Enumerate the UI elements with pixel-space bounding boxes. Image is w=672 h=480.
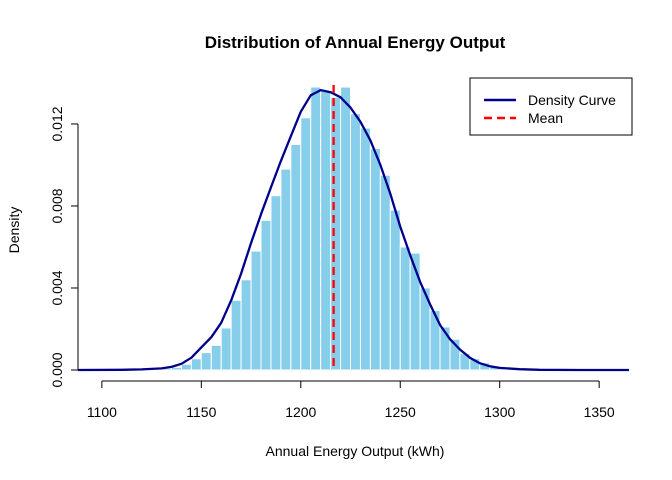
- histogram-bar: [300, 117, 312, 371]
- histogram-bar: [379, 174, 391, 371]
- y-tick-label: 0.012: [49, 106, 65, 141]
- density-curve-line: [77, 88, 629, 372]
- x-tick-label: 1300: [484, 404, 515, 420]
- histogram-bar: [280, 168, 292, 371]
- legend-box: [469, 77, 633, 136]
- legend-mean-label: Mean: [528, 110, 563, 126]
- histogram-bar: [210, 344, 222, 371]
- x-axis-label: Annual Energy Output (kWh): [266, 443, 445, 459]
- histogram-bar: [310, 86, 322, 371]
- x-tick-label: 1150: [186, 404, 216, 420]
- y-axis-label: Density: [6, 207, 22, 254]
- histogram-bar: [200, 352, 212, 371]
- histogram-bar: [359, 127, 371, 371]
- legend: Density Curve Mean: [469, 77, 633, 136]
- histogram-bar: [220, 327, 232, 371]
- histogram-bar: [180, 363, 192, 371]
- histogram-bars: [141, 86, 531, 371]
- histogram-bar: [350, 113, 361, 371]
- y-tick-label: 0.004: [49, 270, 65, 305]
- histogram-bar: [330, 96, 342, 371]
- x-tick-label: 1100: [87, 404, 117, 420]
- density-curve-layer: [77, 88, 629, 372]
- histogram-bar: [389, 209, 401, 371]
- histogram-bar: [290, 143, 302, 371]
- chart-title: Distribution of Annual Energy Output: [205, 33, 506, 52]
- histogram-bar: [340, 86, 352, 371]
- histogram-bar: [270, 195, 282, 371]
- histogram-bar: [399, 246, 411, 371]
- histogram-bar: [260, 219, 272, 371]
- histogram-bar: [320, 90, 332, 371]
- histogram-bar: [240, 279, 252, 371]
- axes: 1100 1150 1200 1250 1300 1350 0.000 0.004 0.008 0…: [49, 106, 615, 420]
- histogram-bar: [250, 250, 262, 371]
- x-tick-label: 1250: [385, 404, 416, 420]
- legend-density-label: Density Curve: [528, 92, 616, 108]
- y-tick-label: 0.008: [49, 188, 65, 223]
- histogram-bar: [190, 358, 202, 371]
- histogram-bar: [369, 148, 381, 371]
- x-tick-label: 1200: [285, 404, 316, 420]
- histogram-bar: [170, 366, 182, 371]
- x-tick-label: 1350: [584, 404, 615, 420]
- y-tick-label: 0.000: [49, 352, 65, 387]
- histogram-bar: [230, 299, 242, 371]
